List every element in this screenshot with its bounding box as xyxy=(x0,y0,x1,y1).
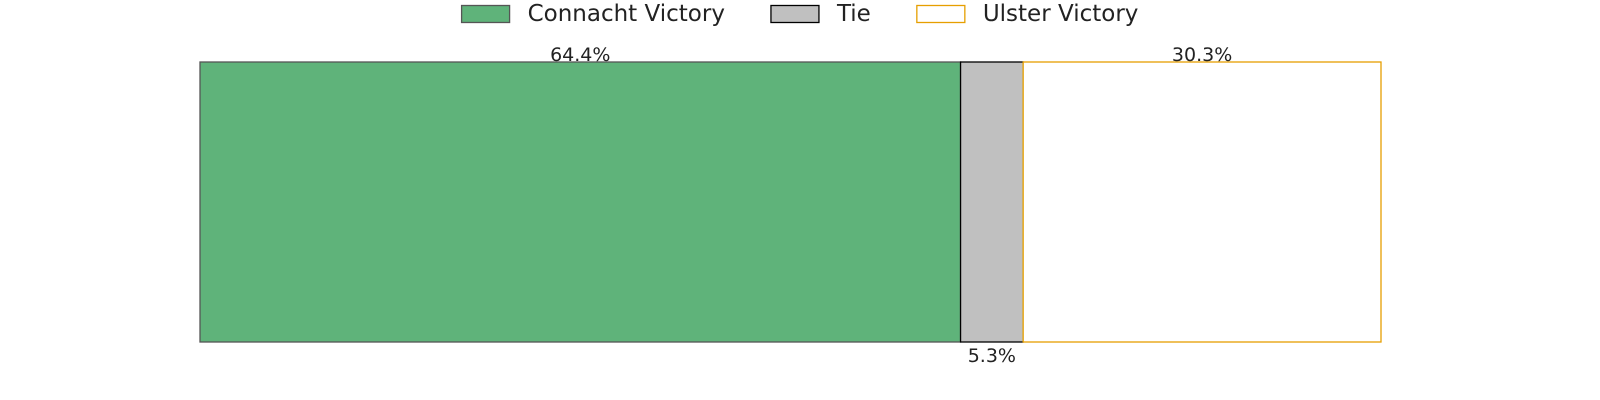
legend-swatch-connacht-victory xyxy=(460,4,511,24)
legend-swatch-tie xyxy=(770,4,820,24)
legend-item-tie: Tie xyxy=(770,1,871,27)
chart-bars xyxy=(199,61,1382,343)
bar-ulster-victory xyxy=(1022,61,1382,343)
legend-label-tie: Tie xyxy=(836,1,871,27)
legend-item-ulster-victory: Ulster Victory xyxy=(916,1,1139,27)
data-label-ulster-victory: 30.3% xyxy=(1172,44,1232,66)
legend-swatch-ulster-victory xyxy=(916,4,966,24)
bar-tie xyxy=(959,61,1024,343)
data-label-tie: 5.3% xyxy=(968,345,1016,367)
legend-item-connacht-victory: Connacht Victory xyxy=(460,1,725,27)
legend-label-ulster-victory: Ulster Victory xyxy=(983,1,1139,27)
legend-label-connacht-victory: Connacht Victory xyxy=(528,1,725,27)
chart-data-labels: 64.4% 5.3% 30.3% xyxy=(550,44,1232,367)
bar-connacht-victory xyxy=(199,61,962,343)
data-label-connacht-victory: 64.4% xyxy=(550,44,610,66)
chart-legend: Connacht Victory Tie Ulster Victory xyxy=(460,1,1139,27)
